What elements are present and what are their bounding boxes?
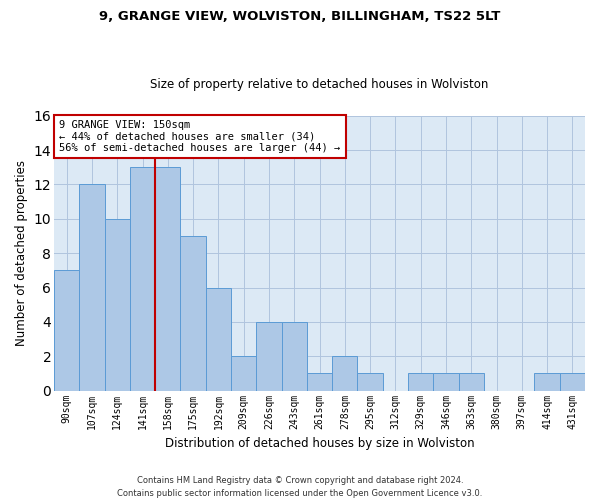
Bar (231, 356, 256, 390)
Text: 9, GRANGE VIEW, WOLVISTON, BILLINGHAM, TS22 5LT: 9, GRANGE VIEW, WOLVISTON, BILLINGHAM, T… (100, 10, 500, 23)
Bar (433, 374, 458, 390)
Bar (104, 219, 130, 390)
Bar (256, 322, 281, 390)
Text: Contains HM Land Registry data © Crown copyright and database right 2024.
Contai: Contains HM Land Registry data © Crown c… (118, 476, 482, 498)
Bar (458, 374, 484, 390)
Bar (535, 374, 560, 390)
X-axis label: Distribution of detached houses by size in Wolviston: Distribution of detached houses by size … (165, 437, 475, 450)
Bar (307, 374, 332, 390)
Title: Size of property relative to detached houses in Wolviston: Size of property relative to detached ho… (151, 78, 489, 91)
Bar (560, 374, 585, 390)
Text: 9 GRANGE VIEW: 150sqm
← 44% of detached houses are smaller (34)
56% of semi-deta: 9 GRANGE VIEW: 150sqm ← 44% of detached … (59, 120, 341, 153)
Bar (281, 322, 307, 390)
Bar (155, 168, 181, 390)
Bar (358, 374, 383, 390)
Bar (332, 356, 358, 390)
Bar (181, 236, 206, 390)
Bar (54, 270, 79, 390)
Y-axis label: Number of detached properties: Number of detached properties (15, 160, 28, 346)
Bar (79, 184, 104, 390)
Bar (130, 168, 155, 390)
Bar (206, 288, 231, 391)
Bar (408, 374, 433, 390)
